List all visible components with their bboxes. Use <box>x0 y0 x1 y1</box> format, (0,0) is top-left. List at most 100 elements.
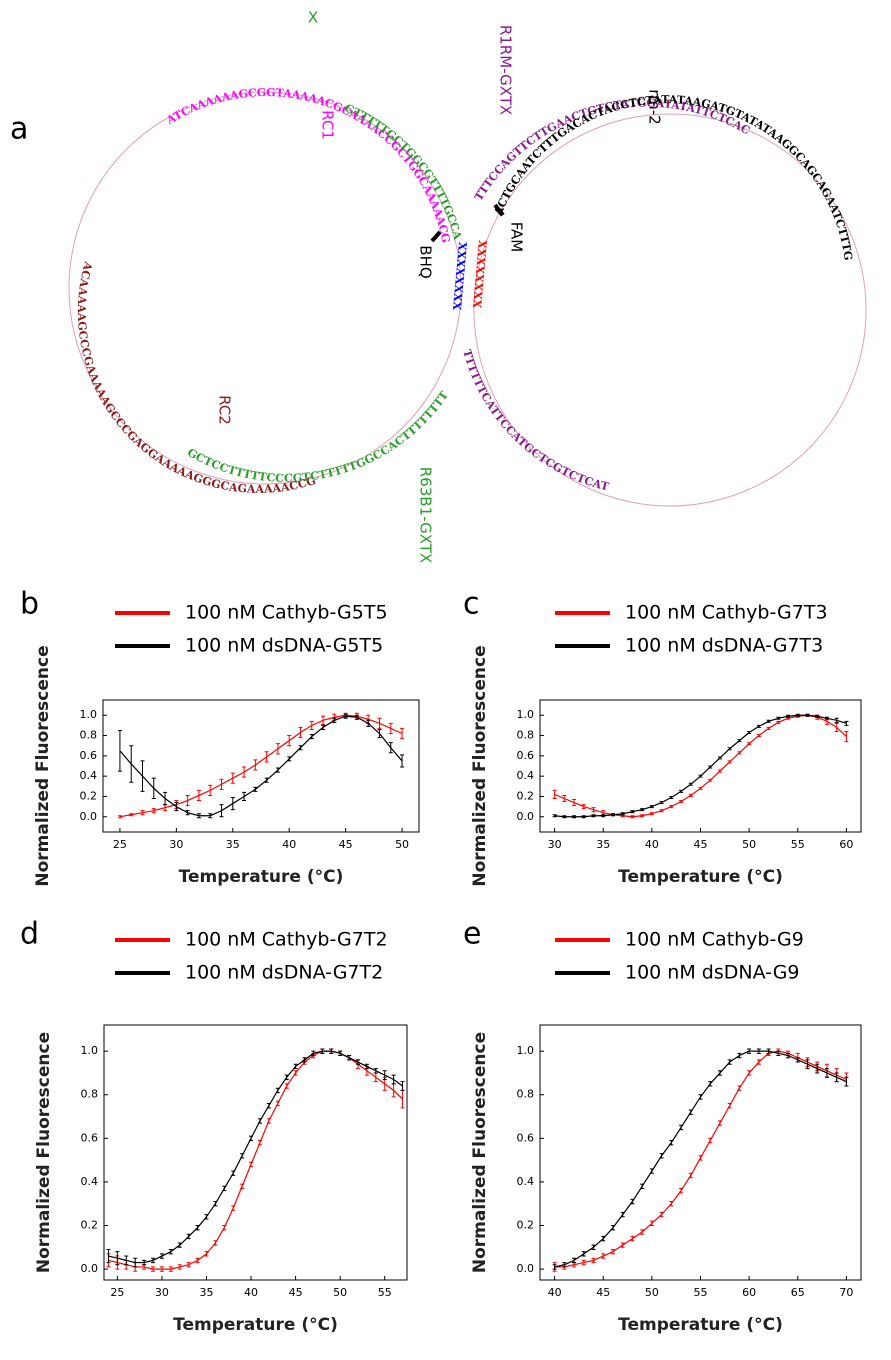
error-bar <box>591 814 596 818</box>
legend-label: 100 nM Cathyb-G5T5 <box>185 602 388 624</box>
error-bar <box>230 772 235 784</box>
x-tick-label: 40 <box>244 1286 258 1299</box>
error-bar <box>756 1048 761 1054</box>
error-bar <box>698 1094 703 1100</box>
error-bar <box>159 1266 164 1272</box>
error-bar <box>727 1059 732 1065</box>
error-bar <box>552 1264 557 1270</box>
y-tick-label: 0.6 <box>80 749 98 762</box>
error-bar <box>106 1248 111 1264</box>
error-bar <box>400 727 405 740</box>
x-tick-label: 40 <box>282 838 296 851</box>
error-bar <box>698 774 703 778</box>
legend-label: 100 nM Cathyb-G7T3 <box>625 602 828 624</box>
error-bar <box>275 767 280 773</box>
x-tick-label: 30 <box>155 1286 169 1299</box>
label: R63B1-GXTX <box>417 467 435 563</box>
error-bar <box>581 1259 586 1266</box>
error-bar <box>186 1262 191 1268</box>
error-bar <box>815 714 820 718</box>
error-bar <box>640 1183 645 1189</box>
error-bar <box>688 782 693 786</box>
error-bar <box>249 1135 254 1142</box>
x-tick-label: 65 <box>791 1286 805 1299</box>
sequence: ACTGCAATCTTTGACACTACCTCTATATAAGATGTATATA… <box>0 0 855 261</box>
error-bar <box>196 789 201 802</box>
error-bar <box>756 734 761 738</box>
error-bar <box>727 760 732 764</box>
error-bar <box>129 745 134 783</box>
error-bar <box>293 1070 298 1076</box>
error-bar <box>756 1059 761 1065</box>
error-bar <box>293 1063 298 1070</box>
error-bar <box>805 713 810 717</box>
error-bar <box>737 1052 742 1059</box>
sequence-text: ACTGCAATCTTTGACACTACCTCTATATAAGATGTATATA… <box>0 0 855 261</box>
label: rm-2 <box>646 89 664 124</box>
error-bar <box>177 1264 182 1270</box>
y-tick-label: 0.6 <box>517 749 535 762</box>
error-bar <box>204 1251 209 1257</box>
error-bar <box>309 720 314 730</box>
error-bar <box>240 1153 245 1159</box>
error-bar <box>195 1257 200 1264</box>
chart-panel: d 0.0 0.2 0.4 0.6 0.8 1.0 25 30 35 40 45 50 55 Normali… <box>20 917 408 1335</box>
error-bar <box>834 722 839 732</box>
label: BHQ <box>417 245 435 278</box>
error-bar <box>266 1118 271 1124</box>
error-bar <box>601 814 606 818</box>
y-tick-label: 0.8 <box>517 1088 535 1101</box>
error-bar <box>242 766 247 778</box>
error-bar <box>669 795 674 799</box>
y-tick-label: 0.8 <box>80 729 98 742</box>
x-tick-label: 50 <box>742 838 756 851</box>
data-line <box>119 715 403 817</box>
error-bar <box>366 719 371 727</box>
error-bar <box>688 793 693 797</box>
error-bar <box>354 714 359 720</box>
x-tick-label: 30 <box>169 838 183 851</box>
error-bar <box>737 751 742 755</box>
error-bar <box>373 1072 378 1083</box>
error-bar <box>795 713 800 717</box>
error-bar <box>649 1220 654 1227</box>
error-bar <box>824 1068 829 1078</box>
error-bar <box>786 1052 791 1059</box>
x-tick-label: 35 <box>199 1286 213 1299</box>
error-bar <box>747 1070 752 1076</box>
error-bar <box>717 1120 722 1126</box>
error-bar <box>552 789 557 799</box>
error-bar <box>264 777 269 783</box>
error-bar <box>620 812 625 816</box>
error-bar <box>329 1048 334 1054</box>
error-bar <box>332 717 337 723</box>
y-tick-label: 0.2 <box>81 1219 99 1232</box>
x-tick-label: 70 <box>839 1286 853 1299</box>
y-axis-label: Normalized Fluorescence <box>33 645 53 886</box>
error-bar <box>284 1074 289 1080</box>
x-tick-label: 45 <box>596 1286 610 1299</box>
error-bar <box>140 810 145 816</box>
error-bar <box>264 751 269 763</box>
y-tick-label: 0.0 <box>517 1262 535 1275</box>
error-bar <box>679 1124 684 1131</box>
error-bar <box>320 1048 325 1054</box>
error-bar <box>185 810 190 816</box>
error-bar <box>219 804 224 818</box>
x-tick-label: 25 <box>113 838 127 851</box>
x-tick-label: 45 <box>339 838 353 851</box>
error-bar <box>185 794 190 807</box>
right-circle <box>473 113 867 507</box>
plot-frame <box>103 1024 408 1281</box>
sequence: GTTTTTGCTGGCGTTTTGCCAGCGGTTTTGCGTTT <box>0 0 464 241</box>
x-tick-label: 60 <box>742 1286 756 1299</box>
error-bar <box>142 1259 147 1266</box>
error-bar <box>338 1050 343 1057</box>
error-bar <box>708 1081 713 1087</box>
error-bar <box>630 810 635 814</box>
error-bar <box>766 719 771 723</box>
error-bar <box>311 1050 316 1057</box>
error-bar <box>253 759 258 771</box>
error-bar <box>776 1050 781 1057</box>
error-bar <box>669 1140 674 1146</box>
